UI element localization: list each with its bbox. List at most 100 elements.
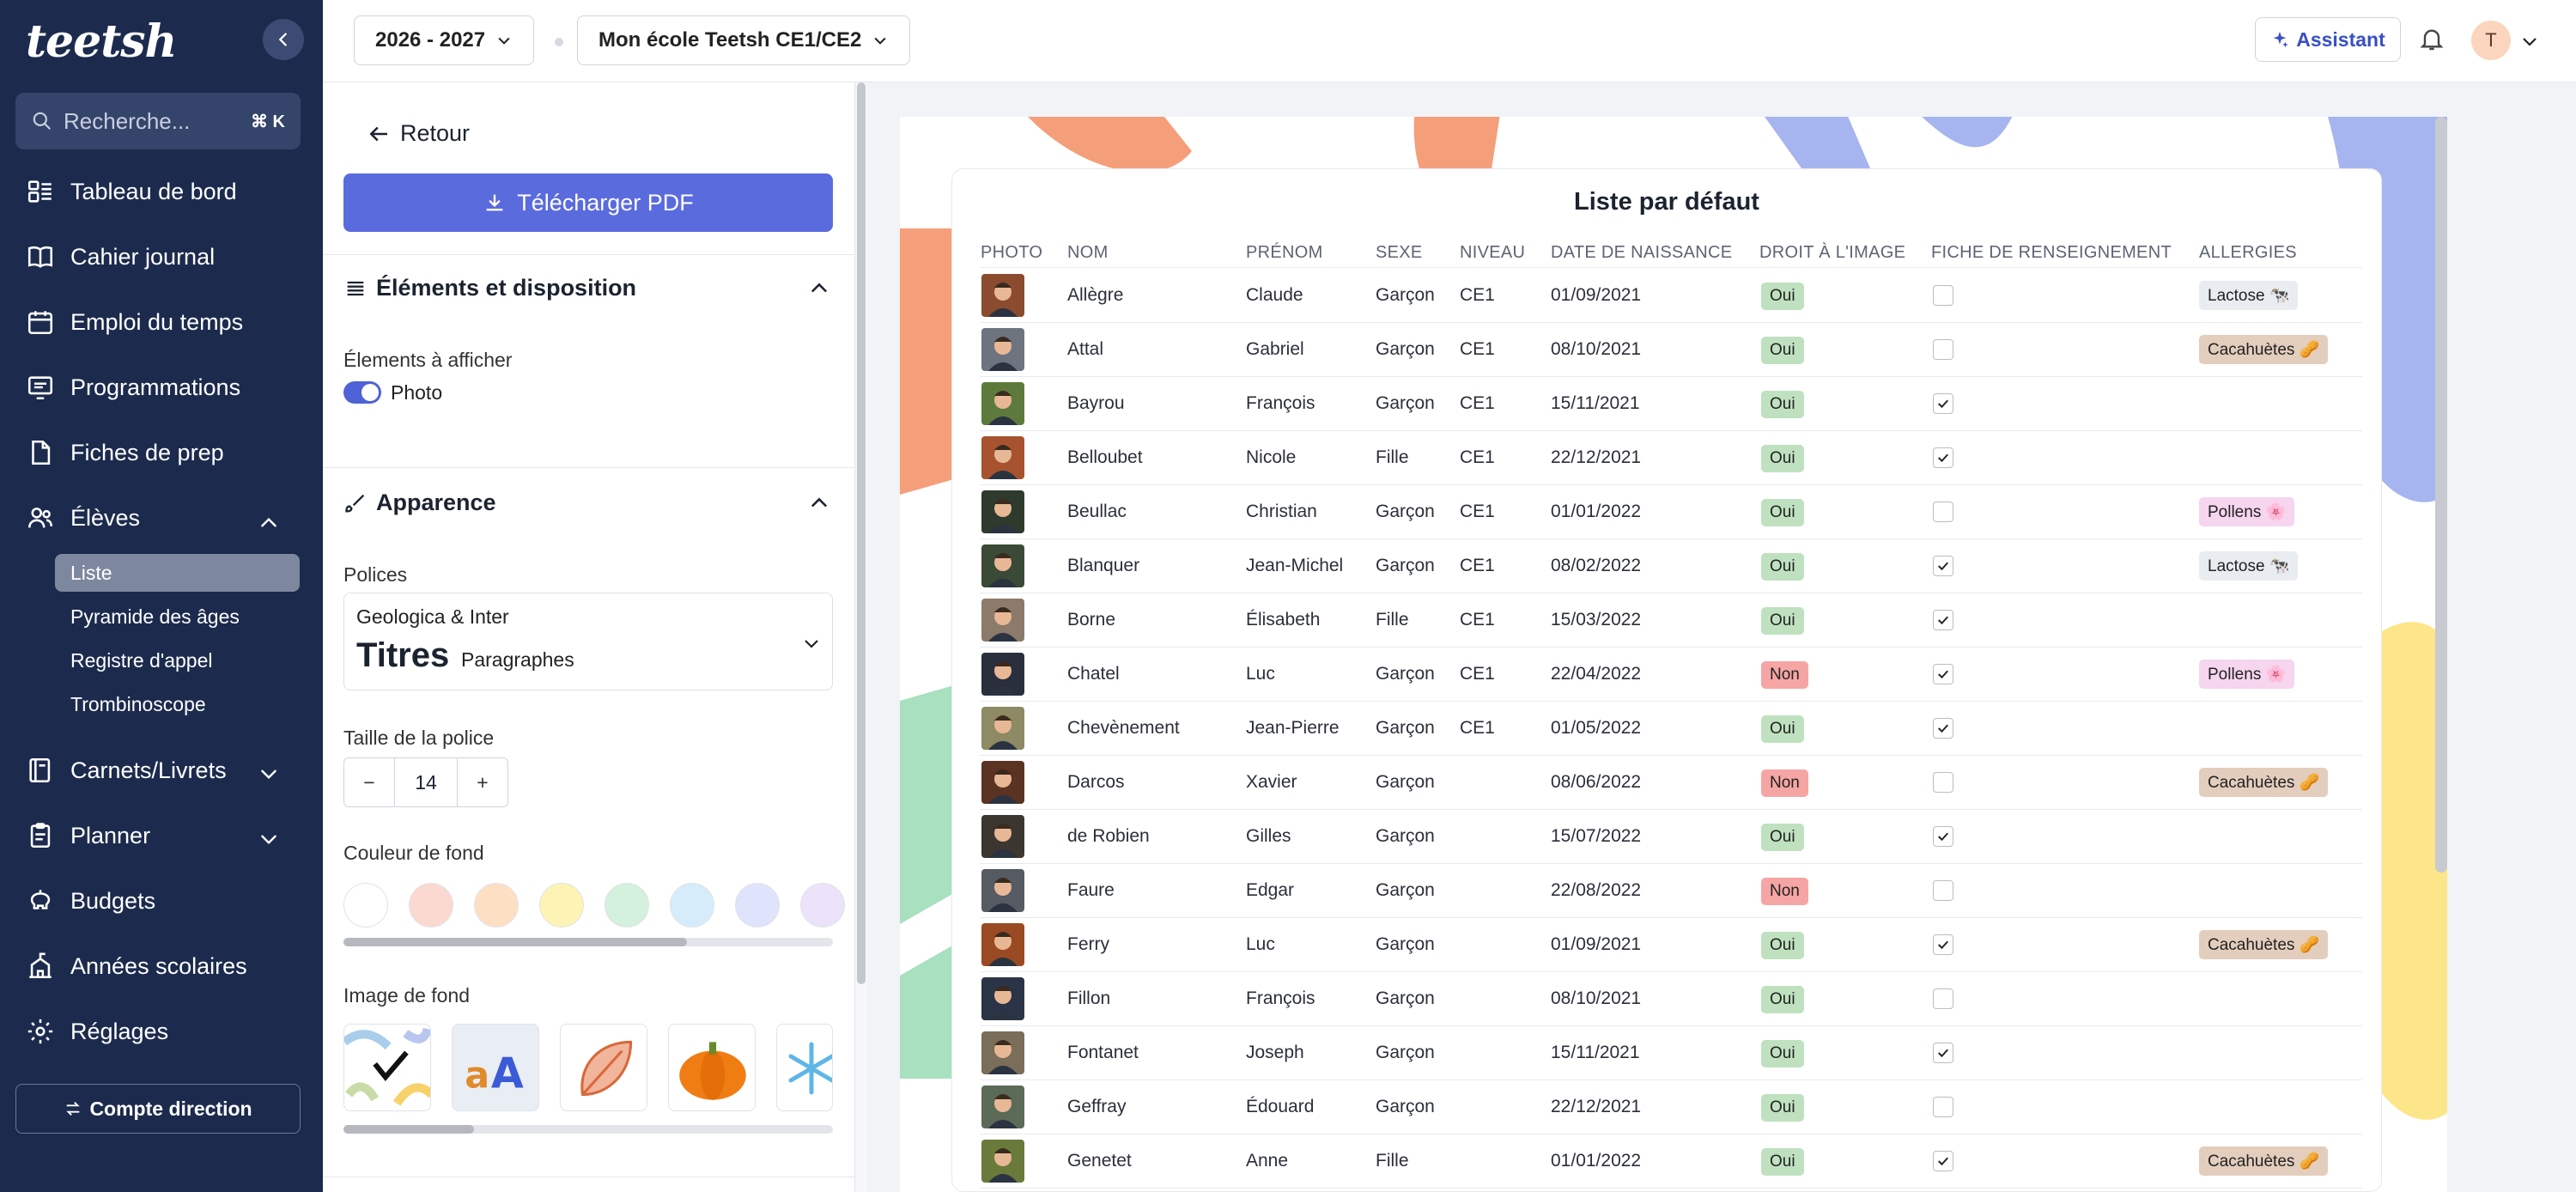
nav-item-annees-scolaires[interactable]: Années scolaires — [26, 952, 247, 981]
section-elements-title: Éléments et disposition — [376, 275, 637, 301]
fiche-checkbox[interactable] — [1933, 718, 1953, 739]
student-photo — [981, 707, 1024, 750]
bg-color-swatch[interactable] — [605, 883, 649, 927]
cell-prenom: François — [1246, 988, 1315, 1008]
nav-item-planner[interactable]: Planner — [26, 821, 150, 850]
cell-sexe: Garçon — [1376, 393, 1435, 413]
fiche-checkbox[interactable] — [1933, 1151, 1953, 1171]
nav-item-fiches-de-prep[interactable]: Fiches de prep — [26, 438, 224, 467]
subnav-item-liste[interactable]: Liste — [55, 554, 300, 592]
fiche-checkbox[interactable] — [1933, 988, 1953, 1009]
droit-image-badge: Oui — [1761, 445, 1804, 472]
calendar-icon — [27, 311, 53, 335]
chevron-down-icon[interactable] — [2519, 31, 2540, 52]
teetsh-logo[interactable]: teetsh — [26, 15, 177, 68]
cell-nom: Belloubet — [1067, 447, 1143, 467]
fiche-checkbox[interactable] — [1933, 610, 1953, 630]
panel-scrollbar-thumb[interactable] — [857, 82, 866, 984]
bg-color-swatch[interactable] — [474, 883, 519, 927]
plus-button[interactable]: + — [477, 770, 489, 794]
fiche-checkbox[interactable] — [1933, 664, 1953, 684]
snowflake-icon — [788, 1042, 832, 1095]
nav-item-dashboard[interactable]: Tableau de bord — [26, 177, 237, 206]
subnav-item-trombinoscope[interactable]: Trombinoscope — [70, 692, 206, 715]
font-selector[interactable]: Geologica & Inter Titres Paragraphes — [343, 593, 833, 690]
student-list-card: Liste par défaut PHOTO NOM PRÉNOM SEXE N… — [951, 168, 2382, 1192]
minus-button[interactable]: − — [363, 770, 375, 794]
nav-item-emploi-du-temps[interactable]: Emploi du temps — [26, 307, 243, 337]
fiche-checkbox[interactable] — [1933, 934, 1953, 955]
font-size-stepper[interactable]: − 14 + — [343, 757, 508, 807]
back-button[interactable]: Retour — [366, 120, 470, 147]
chevron-up-icon[interactable] — [258, 512, 280, 534]
photo-toggle-label: Photo — [391, 381, 443, 404]
fiche-checkbox[interactable] — [1933, 556, 1953, 576]
collapse-sidebar-button[interactable] — [263, 19, 304, 60]
chevron-up-icon[interactable] — [807, 277, 831, 301]
nav-item-reglages[interactable]: Réglages — [26, 1017, 168, 1046]
bg-image-option-leaf[interactable] — [560, 1024, 647, 1111]
cell-date: 08/10/2021 — [1551, 339, 1642, 359]
bg-color-swatch[interactable] — [539, 883, 584, 927]
nav-item-budgets[interactable]: Budgets — [26, 886, 155, 915]
font-size-value[interactable]: 14 — [394, 758, 458, 806]
search-input[interactable]: Recherche... ⌘ K — [15, 93, 301, 149]
table-row: Ferry Luc Garçon 01/09/2021 Oui Cacahuètes 🥜 — [980, 918, 2362, 972]
bg-image-option-snowflake[interactable] — [776, 1024, 833, 1111]
fiche-checkbox[interactable] — [1933, 1043, 1953, 1063]
subnav-item-registre[interactable]: Registre d'appel — [70, 648, 213, 672]
bg-image-option-pumpkin[interactable] — [668, 1024, 756, 1111]
fiche-checkbox[interactable] — [1933, 447, 1953, 468]
photo-toggle[interactable] — [343, 381, 381, 404]
compte-direction-button[interactable]: Compte direction — [15, 1084, 301, 1134]
fiche-checkbox[interactable] — [1933, 826, 1953, 847]
section-elements-header[interactable]: Éléments et disposition — [343, 275, 636, 301]
droit-image-badge: Oui — [1761, 932, 1804, 959]
bg-image-option-check[interactable] — [343, 1024, 431, 1111]
nav-item-programmations[interactable]: Programmations — [26, 373, 240, 402]
bg-color-swatch[interactable] — [735, 883, 780, 927]
subnav-item-pyramide[interactable]: Pyramide des âges — [70, 605, 240, 628]
image-scrollbar-thumb[interactable] — [343, 1125, 474, 1134]
list-icon — [347, 281, 364, 295]
year-selector[interactable]: 2026 - 2027 — [354, 15, 535, 65]
bell-icon[interactable] — [2418, 24, 2445, 53]
fiche-checkbox[interactable] — [1933, 1097, 1953, 1117]
panel-scrollbar[interactable] — [855, 82, 867, 1192]
fiche-checkbox[interactable] — [1933, 772, 1953, 793]
bg-color-swatch[interactable] — [670, 883, 714, 927]
cell-sexe: Garçon — [1376, 556, 1435, 575]
avatar[interactable]: T — [2471, 21, 2511, 60]
assistant-button[interactable]: Assistant — [2255, 17, 2401, 62]
fiche-checkbox[interactable] — [1933, 880, 1953, 901]
fiche-checkbox[interactable] — [1933, 285, 1953, 306]
nav-item-cahier-journal[interactable]: Cahier journal — [26, 242, 215, 271]
bg-color-swatch[interactable] — [800, 883, 845, 927]
chevron-down-icon[interactable] — [258, 763, 280, 785]
bg-color-swatch[interactable] — [409, 883, 453, 927]
fiche-checkbox[interactable] — [1933, 339, 1953, 360]
chevron-down-icon[interactable] — [258, 828, 280, 850]
allergy-badge: Cacahuètes 🥜 — [2199, 1146, 2329, 1176]
download-pdf-button[interactable]: Télécharger PDF — [343, 173, 833, 232]
nav-item-carnets[interactable]: Carnets/Livrets — [26, 756, 227, 785]
section-apparence-header[interactable]: Apparence — [343, 490, 496, 516]
cell-nom: Faure — [1067, 880, 1115, 900]
table-row: Borne Élisabeth Fille CE1 15/03/2022 Oui — [980, 593, 2362, 648]
cell-sexe: Garçon — [1376, 718, 1435, 738]
school-selector[interactable]: Mon école Teetsh CE1/CE2 — [577, 15, 911, 65]
swatch-scrollbar[interactable] — [343, 938, 833, 946]
fiche-checkbox[interactable] — [1933, 393, 1953, 414]
cell-nom: Chevènement — [1067, 718, 1180, 738]
preview-scrollbar[interactable] — [2435, 117, 2447, 873]
header-divider — [980, 267, 2362, 268]
chevron-up-icon[interactable] — [807, 491, 831, 515]
table-row: Fillon François Garçon 08/10/2021 Oui — [980, 972, 2362, 1026]
fiche-checkbox[interactable] — [1933, 502, 1953, 522]
swatch-scrollbar-thumb[interactable] — [343, 938, 687, 946]
nav-item-eleves[interactable]: Élèves — [26, 503, 140, 532]
image-scrollbar[interactable] — [343, 1125, 833, 1134]
bg-color-swatch[interactable] — [343, 883, 388, 927]
